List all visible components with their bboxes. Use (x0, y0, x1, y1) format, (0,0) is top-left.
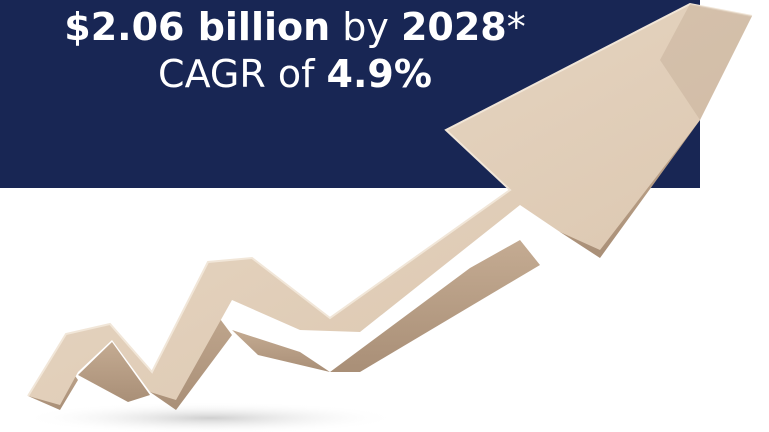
footnote-mark: * (506, 5, 526, 49)
by-text: by (330, 5, 401, 49)
arrow-shadow (20, 402, 400, 432)
headline: $2.06 billion by 2028* CAGR of 4.9% (0, 6, 590, 95)
cagr-line: CAGR of 4.9% (0, 51, 590, 96)
cagr-rate: 4.9% (326, 51, 432, 96)
arrow-face (28, 4, 752, 405)
market-size-line: $2.06 billion by 2028* (0, 6, 590, 49)
target-year: 2028 (400, 5, 507, 49)
cagr-prefix: CAGR of (158, 51, 327, 96)
market-amount: $2.06 billion (64, 5, 331, 49)
